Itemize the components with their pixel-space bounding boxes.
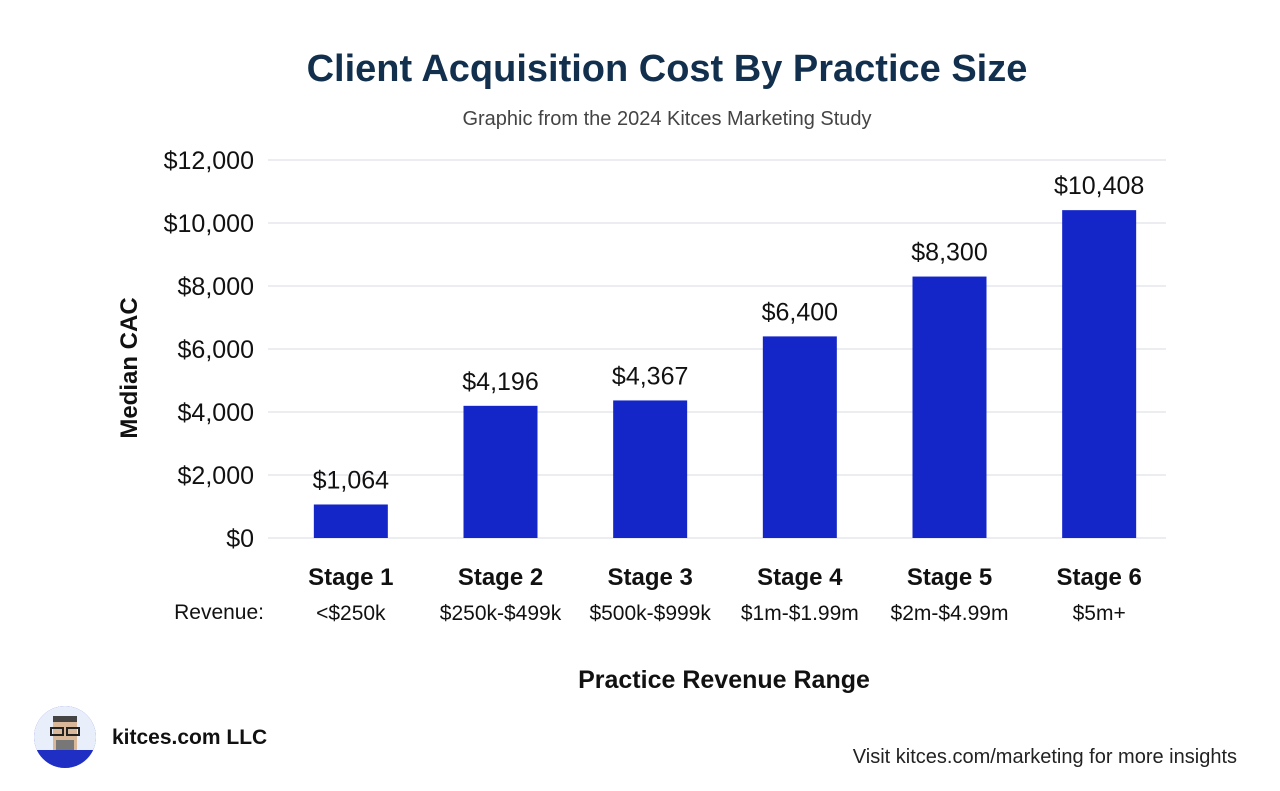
bar-value-label: $4,196 [462,368,538,396]
chart-subtitle: Graphic from the 2024 Kitces Marketing S… [462,108,872,130]
bar-value-label: $1,064 [313,466,390,494]
footer-link-text: Visit kitces.com/marketing for more insi… [852,746,1237,768]
bar-value-label: $10,408 [1054,172,1144,200]
y-tick-label: $6,000 [178,336,254,364]
bar-value-label: $6,400 [762,298,838,326]
chart-title: Client Acquisition Cost By Practice Size [306,48,1028,90]
bar [313,504,388,538]
revenue-row-label: Revenue: [174,601,264,624]
y-tick-label: $12,000 [164,147,254,175]
bar [613,400,688,538]
revenue-range-label: $250k-$499k [440,602,562,625]
x-tick-label: Stage 5 [907,564,992,591]
company-name: kitces.com LLC [112,726,268,749]
y-tick-label: $2,000 [178,462,254,490]
bar [912,276,987,538]
bar [463,405,538,538]
y-tick-label: $10,000 [164,210,254,238]
x-axis-label: Practice Revenue Range [578,666,870,694]
bar [762,336,837,538]
bar-value-label: $8,300 [911,239,987,267]
kitces-avatar-icon [34,706,96,768]
revenue-range-label: <$250k [316,602,386,625]
x-tick-label: Stage 3 [607,564,692,591]
y-tick-label: $0 [226,525,254,553]
y-tick-label: $4,000 [178,399,254,427]
y-tick-label: $8,000 [178,273,254,301]
y-axis-label: Median CAC [116,297,143,438]
bar [1062,210,1137,538]
bar-value-label: $4,367 [612,362,688,390]
revenue-range-label: $1m-$1.99m [741,602,859,625]
x-tick-label: Stage 1 [308,564,393,591]
x-tick-label: Stage 2 [458,564,543,591]
revenue-range-label: $500k-$999k [589,602,711,625]
x-tick-label: Stage 4 [757,564,843,591]
revenue-range-label: $5m+ [1073,602,1126,625]
revenue-range-label: $2m-$4.99m [891,602,1009,625]
x-tick-label: Stage 6 [1056,564,1141,591]
